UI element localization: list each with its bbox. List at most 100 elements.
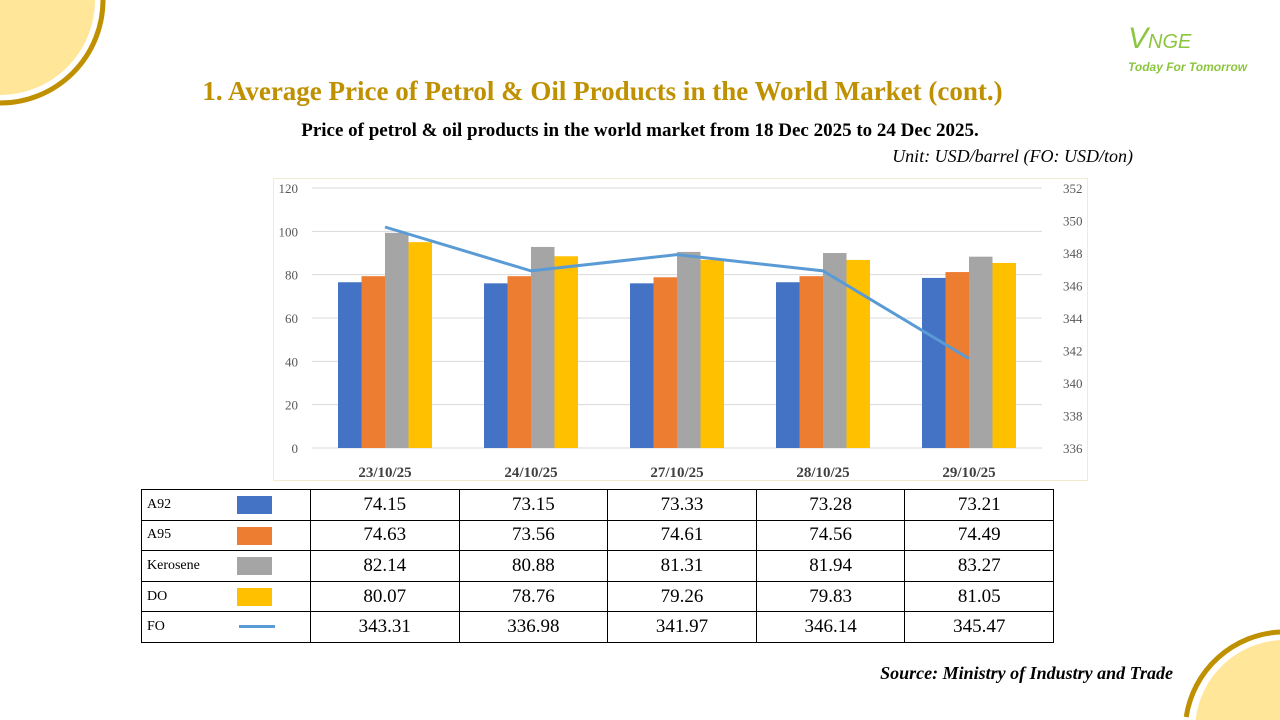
- row-label-cell: DO: [141, 580, 311, 613]
- table-row: A95 74.63 73.56 74.61 74.56 74.49: [141, 519, 1054, 552]
- corner-decoration-bottom-right: [1183, 629, 1280, 720]
- x-tick-label: 24/10/25: [504, 465, 557, 480]
- y-tick-label: 60: [285, 311, 298, 326]
- value-cell: 336.98: [458, 611, 609, 643]
- y-tick-label: 100: [279, 224, 299, 239]
- y-tick-label: 80: [285, 268, 298, 283]
- x-tick-label: 29/10/25: [942, 465, 995, 480]
- value-cell: 74.61: [607, 519, 757, 552]
- value-cell: 74.63: [310, 519, 460, 552]
- legend-key-fo: [239, 625, 275, 629]
- data-table: A92 74.15 73.15 73.33 73.28 73.21 A95 74.63 73.5…: [141, 489, 1054, 643]
- y-tick-label: 120: [279, 181, 299, 196]
- y2-tick-label: 340: [1063, 376, 1083, 391]
- value-cell: 80.07: [310, 580, 460, 613]
- value-cell: 74.56: [755, 519, 906, 552]
- chart-svg: 0 20 40 60 80 100 120 336 338 340 342 344 346 348 350 3…: [279, 181, 1084, 480]
- legend-key-kerosene: [237, 557, 272, 576]
- logo-mark: V: [1128, 22, 1149, 55]
- bar-do: [992, 262, 1016, 448]
- value-cell: 341.97: [607, 611, 757, 643]
- value-cell: 81.31: [607, 550, 757, 582]
- y-tick-label: 20: [285, 398, 298, 413]
- legend-key-do: [237, 587, 272, 606]
- company-logo: VNGE Today For Tomorrow: [1128, 22, 1247, 74]
- bar-a95: [361, 276, 385, 448]
- value-cell: 79.83: [755, 580, 906, 613]
- value-cell: 78.76: [458, 580, 609, 613]
- bar-a95: [653, 277, 677, 448]
- table-row: FO 343.31 336.98 341.97 346.14 345.47: [141, 611, 1054, 643]
- value-cell: 73.15: [458, 489, 609, 521]
- y2-tick-label: 352: [1063, 181, 1083, 196]
- row-label: A95: [147, 527, 172, 543]
- corner-ring: [0, 0, 106, 106]
- table-row: A92 74.15 73.15 73.33 73.28 73.21: [141, 489, 1054, 521]
- row-label-cell: FO: [141, 611, 311, 643]
- value-cell: 81.94: [755, 550, 906, 582]
- y2-tick-label: 348: [1063, 246, 1083, 261]
- bar-a92: [338, 282, 362, 448]
- corner-fill: [0, 0, 95, 95]
- row-label: FO: [147, 619, 165, 635]
- corner-ring: [1183, 629, 1280, 718]
- unit-label: Unit: USD/barrel (FO: USD/ton): [892, 146, 1133, 166]
- row-label-cell: A95: [141, 519, 311, 552]
- bar-a92: [776, 282, 800, 448]
- value-cell: 74.15: [310, 489, 460, 521]
- bar-kerosene: [677, 251, 701, 448]
- bar-a92: [922, 277, 946, 448]
- corner-decoration-top-left: [0, 0, 106, 106]
- page-title: 1. Average Price of Petrol & Oil Product…: [202, 76, 1003, 106]
- bar-kerosene: [531, 246, 555, 448]
- y-tick-label: 0: [292, 441, 299, 456]
- y2-tick-label: 346: [1063, 279, 1083, 294]
- value-cell: 73.21: [904, 489, 1054, 521]
- value-cell: 79.26: [607, 580, 757, 613]
- y-tick-label: 40: [285, 354, 298, 369]
- x-tick-label: 27/10/25: [650, 465, 703, 480]
- bar-do: [408, 242, 432, 448]
- bar-kerosene: [823, 253, 847, 448]
- bar-a92: [630, 283, 654, 448]
- legend-key-a92: [237, 496, 272, 514]
- bar-do: [846, 259, 870, 448]
- bar-a95: [507, 276, 531, 448]
- source-note: Source: Ministry of Industry and Trade: [880, 663, 1173, 683]
- value-cell: 73.56: [458, 519, 609, 552]
- chart-subtitle: Price of petrol & oil products in the wo…: [301, 120, 979, 141]
- bar-a95: [799, 276, 823, 448]
- bar-kerosene: [969, 256, 993, 448]
- x-tick-label: 23/10/25: [358, 465, 411, 480]
- legend-key-a95: [237, 526, 272, 545]
- value-cell: 73.28: [755, 489, 906, 521]
- value-cell: 74.49: [904, 519, 1054, 552]
- value-cell: 83.27: [904, 550, 1054, 582]
- y2-tick-label: 336: [1063, 441, 1083, 456]
- y2-tick-label: 342: [1063, 344, 1083, 359]
- bar-do: [700, 259, 724, 448]
- bar-a92: [484, 283, 508, 448]
- y2-tick-label: 338: [1063, 409, 1083, 424]
- y2-tick-label: 350: [1063, 214, 1083, 229]
- chart: 0 20 40 60 80 100 120 336 338 340 342 344 346 348 350 3…: [273, 178, 1088, 481]
- row-label: Kerosene: [147, 557, 200, 573]
- value-cell: 346.14: [755, 611, 906, 643]
- table-row: DO 80.07 78.76 79.26 79.83 81.05: [141, 580, 1054, 613]
- row-label-cell: Kerosene: [141, 550, 311, 582]
- bar-a95: [945, 272, 969, 448]
- table-row: Kerosene 82.14 80.88 81.31 81.94 83.27: [141, 550, 1054, 582]
- value-cell: 345.47: [904, 611, 1054, 643]
- bar-kerosene: [385, 232, 409, 448]
- bar-do: [554, 256, 578, 448]
- value-cell: 81.05: [904, 580, 1054, 613]
- value-cell: 73.33: [607, 489, 757, 521]
- logo-text: NGE: [1148, 31, 1192, 53]
- y2-tick-label: 344: [1063, 311, 1083, 326]
- logo-tagline: Today For Tomorrow: [1128, 60, 1248, 74]
- row-label-cell: A92: [141, 489, 311, 521]
- corner-fill: [1195, 640, 1280, 720]
- value-cell: 82.14: [310, 550, 460, 582]
- row-label: A92: [147, 496, 172, 512]
- row-label: DO: [147, 588, 168, 604]
